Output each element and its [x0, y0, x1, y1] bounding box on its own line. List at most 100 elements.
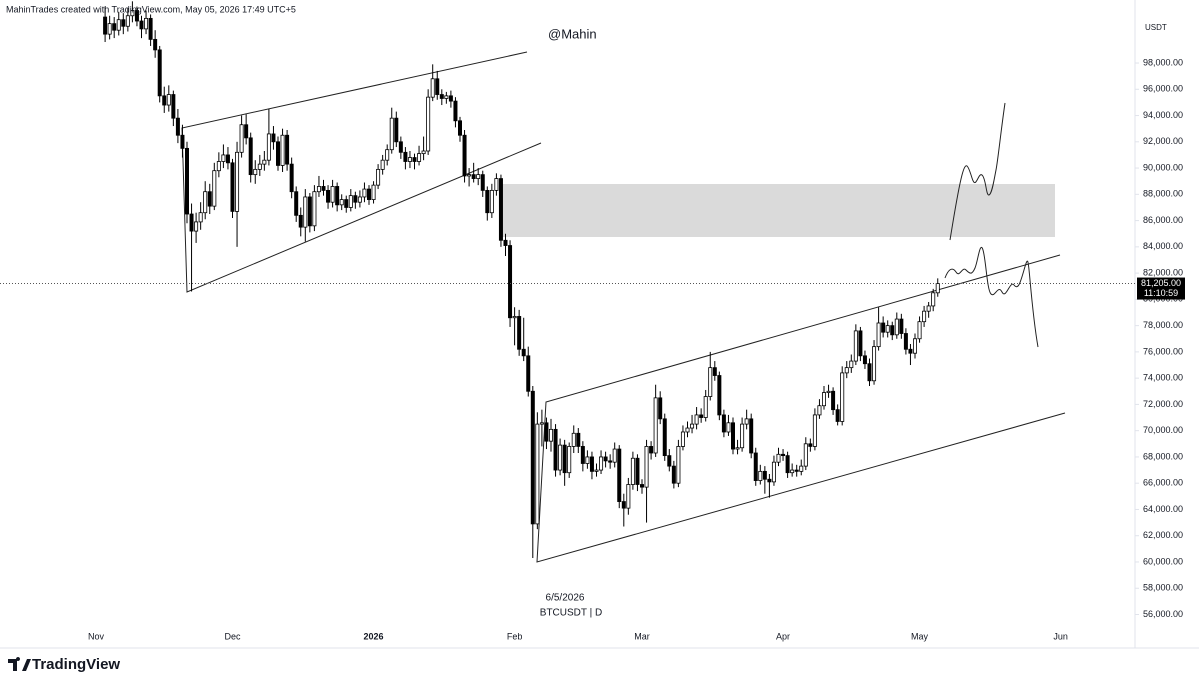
candle-body [712, 367, 717, 376]
candle-body [385, 149, 390, 161]
candle-body [157, 49, 162, 97]
candle-body [394, 117, 399, 143]
candle-body [257, 163, 262, 170]
candle-body [512, 316, 517, 319]
candle-body [735, 447, 740, 450]
candle-body [776, 453, 781, 463]
candle-body [362, 188, 367, 198]
candle-body [699, 414, 704, 418]
projection-down [944, 247, 1039, 348]
candle-body [357, 196, 362, 203]
x-tick-label: Jun [1053, 631, 1068, 641]
y-tick-label: 84,000.00 [1143, 241, 1183, 251]
candle-body [903, 333, 908, 350]
candle-body [116, 19, 121, 31]
candle-body [271, 133, 276, 143]
candle-body [630, 457, 635, 485]
candle-body [230, 162, 235, 212]
candle-body [794, 469, 799, 472]
candle-body [644, 446, 649, 488]
candle-body [881, 322, 886, 333]
candle-body [626, 484, 631, 509]
candle-body [376, 168, 381, 186]
candle-body [753, 452, 758, 481]
candle-body [680, 431, 685, 447]
candle-body [867, 363, 872, 382]
candle-body [225, 154, 230, 164]
y-tick-label: 60,000.00 [1143, 556, 1183, 566]
candle-body [389, 117, 394, 151]
candle-body [508, 245, 513, 319]
candle-body [612, 448, 617, 463]
candle-body [307, 196, 312, 227]
candle-body [553, 428, 558, 471]
candle-body [421, 150, 426, 155]
candle-body [589, 456, 594, 472]
candle-body [822, 392, 827, 407]
header: MahinTrades created with TradingView.com… [6, 4, 296, 14]
candle-body [244, 124, 249, 139]
candle-body [658, 397, 663, 420]
candle-body [417, 153, 422, 162]
candle-body [580, 446, 585, 464]
candle-body [740, 423, 745, 449]
y-tick-label: 56,000.00 [1143, 609, 1183, 619]
candle-body [544, 422, 549, 442]
candle-body [280, 134, 285, 166]
candle-body [913, 338, 918, 354]
y-axis-label: USDT [1145, 23, 1167, 32]
candle-body [862, 355, 867, 365]
candle-body [285, 134, 290, 165]
candle-body [184, 147, 189, 215]
candle-body [207, 191, 212, 207]
candle-body [212, 170, 217, 207]
candle-body [330, 186, 335, 203]
candle-body [685, 427, 690, 433]
candle-body [144, 17, 149, 30]
y-tick-label: 68,000.00 [1143, 451, 1183, 461]
y-tick-label: 82,000.00 [1143, 267, 1183, 277]
candle-body [235, 151, 240, 212]
candle-body [758, 470, 763, 481]
candle-body [876, 322, 881, 348]
candle-body [426, 96, 431, 152]
candle-body [567, 446, 572, 474]
candle-body [667, 455, 672, 467]
candle-body [289, 163, 294, 193]
candle-body [585, 456, 590, 464]
candle-body [762, 470, 767, 480]
candle-body [617, 448, 622, 502]
candle-body [148, 17, 153, 40]
candle-body [130, 10, 135, 17]
candle-body [926, 305, 931, 312]
candle-body [744, 418, 749, 425]
y-tick-label: 64,000.00 [1143, 504, 1183, 514]
candle-body [121, 19, 126, 27]
y-tick-label: 94,000.00 [1143, 110, 1183, 120]
candle-body [526, 355, 531, 392]
candle-body [931, 292, 936, 307]
x-tick-label: Apr [776, 631, 790, 641]
candle-body [608, 460, 613, 463]
candle-body [171, 94, 176, 119]
candle-body [840, 372, 845, 422]
candle-body [216, 161, 221, 172]
candle-body [467, 174, 472, 177]
candle-body [494, 178, 499, 191]
candle-body [676, 446, 681, 484]
candle-body [530, 390, 535, 525]
candle-body [498, 178, 503, 241]
candle-body [721, 414, 726, 433]
candle-body [221, 154, 226, 162]
candle-body [785, 455, 790, 474]
candles [103, 1, 940, 559]
candle-body [107, 23, 112, 35]
y-tick-label: 74,000.00 [1143, 373, 1183, 383]
last-price-label: 81,205.00 [1141, 278, 1181, 288]
candle-body [180, 134, 185, 149]
candle-body [312, 191, 317, 227]
candle-body [112, 23, 117, 31]
x-tick-label: 2026 [364, 631, 384, 641]
candle-body [462, 134, 467, 177]
candle-body [799, 465, 804, 472]
